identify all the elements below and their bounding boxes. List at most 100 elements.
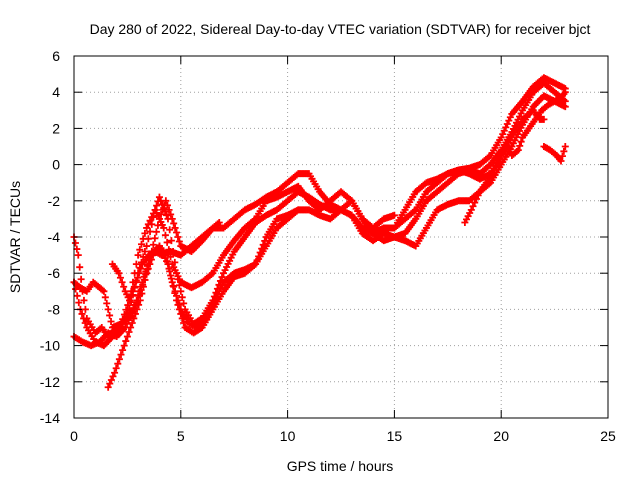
- trail-marker: [115, 355, 123, 363]
- series-track-5: [104, 206, 302, 391]
- trail-marker: [147, 256, 155, 264]
- x-tick-label: 5: [177, 428, 185, 444]
- trail-marker: [120, 283, 128, 291]
- trail-marker: [218, 281, 226, 289]
- y-tick-label: 6: [52, 48, 60, 64]
- y-tick-label: 4: [52, 84, 60, 100]
- trail-marker: [163, 258, 171, 266]
- trail-marker: [167, 271, 175, 279]
- trail-marker: [165, 206, 173, 214]
- trail-marker: [106, 380, 114, 388]
- trail-marker: [400, 208, 408, 216]
- trail-marker: [165, 265, 173, 273]
- x-tick-label: 10: [280, 428, 296, 444]
- trail-marker: [256, 249, 264, 257]
- trail-marker: [421, 190, 429, 198]
- trail-marker: [173, 228, 181, 236]
- data-point: [123, 333, 131, 341]
- trail-marker: [485, 153, 493, 161]
- data-point: [143, 269, 151, 277]
- trail-marker: [163, 201, 171, 209]
- data-series: [70, 74, 569, 391]
- trail-marker: [495, 155, 503, 163]
- trail-marker: [146, 217, 154, 225]
- trail-marker: [144, 265, 152, 273]
- trail-marker: [502, 123, 510, 131]
- trail-marker: [171, 224, 179, 232]
- trail-marker: [101, 293, 109, 301]
- trail-marker: [170, 219, 178, 227]
- trail-marker: [346, 196, 354, 204]
- y-tick-label: -14: [40, 410, 60, 426]
- data-point: [104, 383, 112, 391]
- trail-marker: [125, 328, 133, 336]
- trail-marker: [131, 310, 139, 318]
- trail-marker: [80, 314, 88, 322]
- x-tick-label: 20: [493, 428, 509, 444]
- trail-marker: [139, 283, 147, 291]
- trail-marker: [129, 287, 137, 295]
- trail-marker: [80, 296, 88, 304]
- y-tick-label: -6: [48, 265, 61, 281]
- trail-marker: [229, 251, 237, 259]
- axis-ticks: 0 5 10 15 20 25 -14 -12 -10 -8 -6 -4 -2 0 2 4 6: [40, 48, 616, 444]
- trail-marker: [171, 287, 179, 295]
- trail-marker: [207, 270, 215, 278]
- trail-marker: [139, 235, 147, 243]
- trail-marker: [137, 240, 145, 248]
- trail-marker: [157, 197, 165, 205]
- y-tick-label: -4: [48, 229, 61, 245]
- trail-marker: [122, 337, 130, 345]
- trail-marker: [560, 90, 568, 98]
- trail-marker: [161, 231, 169, 239]
- trail-marker: [170, 283, 178, 291]
- trail-marker: [122, 306, 130, 314]
- trail-marker: [158, 221, 166, 229]
- trail-marker: [389, 212, 397, 220]
- trail-marker: [472, 195, 480, 203]
- trail-marker: [120, 325, 128, 333]
- series-track-4: [70, 182, 398, 331]
- data-point: [136, 296, 144, 304]
- trail-marker: [98, 286, 106, 294]
- trail-marker: [174, 233, 182, 241]
- trail-marker: [492, 162, 500, 170]
- trail-marker: [517, 109, 525, 117]
- trail-marker: [123, 320, 131, 328]
- trail-marker: [153, 202, 161, 210]
- trail-marker: [144, 220, 152, 228]
- x-axis-label: GPS time / hours: [287, 458, 394, 474]
- trail-marker: [134, 274, 142, 282]
- series-track-6: [108, 219, 223, 304]
- trail-marker: [111, 332, 119, 340]
- trail-marker: [118, 278, 126, 286]
- trail-marker: [135, 269, 143, 277]
- trail-marker: [560, 102, 568, 110]
- data-point: [164, 215, 172, 223]
- trail-marker: [81, 319, 89, 327]
- trail-marker: [138, 290, 146, 298]
- trail-marker: [421, 227, 429, 235]
- trail-marker: [141, 247, 149, 255]
- trail-marker: [218, 254, 226, 262]
- trail-marker: [104, 305, 112, 313]
- trail-marker: [487, 172, 495, 180]
- trail-marker: [107, 317, 115, 325]
- trail-marker: [151, 234, 159, 242]
- trail-marker: [73, 292, 81, 300]
- trail-marker: [201, 316, 209, 324]
- trail-marker: [517, 138, 525, 146]
- trail-marker: [258, 245, 266, 253]
- trail-marker: [148, 213, 156, 221]
- trail-marker: [208, 304, 216, 312]
- data-point: [143, 224, 151, 232]
- trail-marker: [113, 267, 121, 275]
- trail-marker: [167, 237, 175, 245]
- trail-marker: [490, 166, 498, 174]
- data-point: [111, 369, 119, 377]
- trail-marker: [125, 316, 133, 324]
- trail-marker: [174, 296, 182, 304]
- x-tick-label: 25: [600, 428, 616, 444]
- trail-marker: [255, 252, 263, 260]
